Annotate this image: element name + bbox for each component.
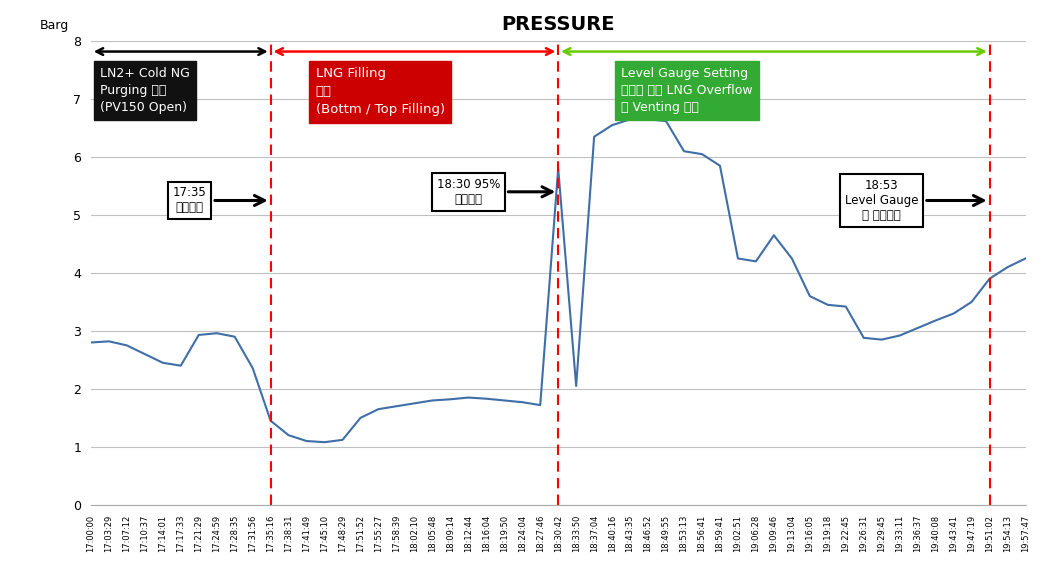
Text: LN2+ Cold NG
Purging 구간
(PV150 Open): LN2+ Cold NG Purging 구간 (PV150 Open) (100, 67, 190, 114)
Text: 17:35
출전시작: 17:35 출전시작 (172, 187, 264, 214)
Title: PRESSURE: PRESSURE (502, 15, 614, 34)
Text: Level Gauge Setting
오류로 인한 LNG Overflow
및 Venting 구간: Level Gauge Setting 오류로 인한 LNG Overflow … (621, 67, 752, 114)
Text: 18:30 95%
출전완료: 18:30 95% 출전완료 (437, 178, 552, 206)
Text: LNG Filling
구간
(Bottm / Top Filling): LNG Filling 구간 (Bottm / Top Filling) (316, 67, 445, 116)
Text: 18:53
Level Gauge
재 조정시점: 18:53 Level Gauge 재 조정시점 (845, 179, 983, 222)
Text: Barg: Barg (40, 19, 69, 32)
